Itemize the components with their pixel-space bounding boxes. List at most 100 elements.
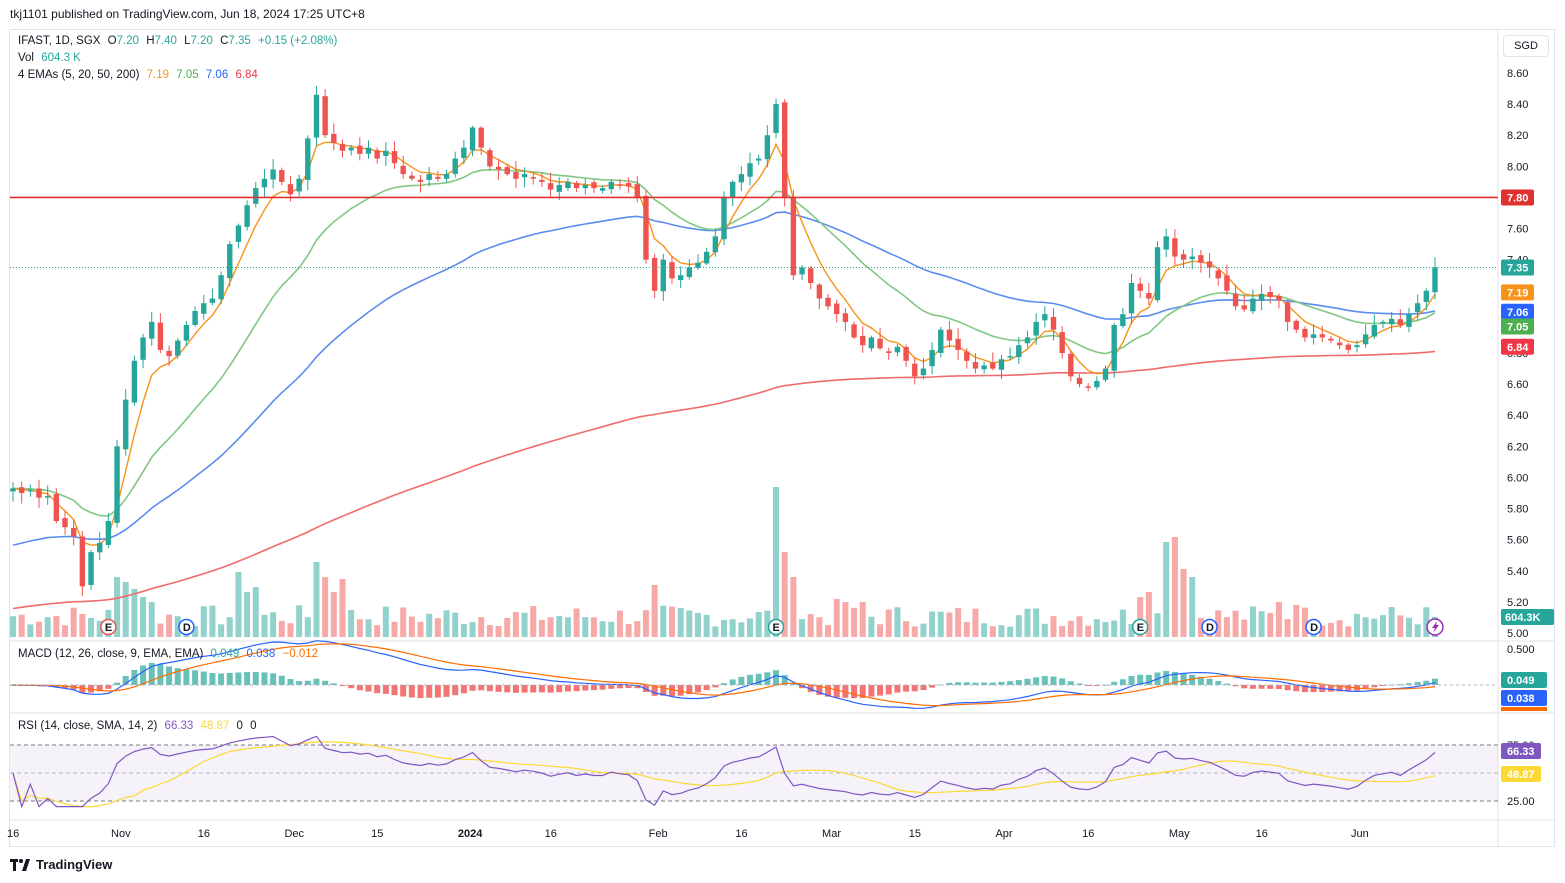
volume-bar [799, 619, 806, 637]
symbol-legend[interactable]: IFAST, 1D, SGX O7.20 H7.40 L7.20 C7.35 +… [18, 35, 341, 47]
volume-bar [981, 623, 988, 637]
macd-histogram-bar [616, 685, 623, 689]
time-tick-label: Jun [1351, 828, 1369, 840]
volume-bar [1137, 597, 1144, 637]
event-marker-D[interactable] [1201, 618, 1218, 636]
volume-bar [1215, 610, 1222, 637]
candle-body [877, 338, 883, 349]
macd-histogram-bar [434, 685, 441, 698]
macd-histogram-bar [1137, 674, 1144, 685]
price-tick-label: 5.00 [1507, 628, 1528, 640]
candle-body [1120, 314, 1126, 327]
time-tick-label: May [1169, 828, 1190, 840]
candle-body [426, 174, 432, 180]
volume-bar [521, 612, 528, 637]
rsi-tick-label: 25.00 [1507, 796, 1535, 808]
volume-bar [235, 572, 242, 637]
candle-body [738, 174, 745, 183]
candle-body [582, 185, 588, 189]
candle-body [175, 340, 181, 356]
volume-bar [1145, 592, 1152, 637]
candle-body [712, 236, 719, 253]
candle-body [781, 102, 788, 198]
macd-histogram-bar [625, 685, 632, 688]
volume-bar [608, 621, 615, 637]
candle-body [1111, 325, 1117, 371]
volume-bar [747, 618, 754, 637]
volume-tag-bg [1501, 609, 1554, 625]
tradingview-logo[interactable]: TradingView [10, 857, 112, 872]
candle-body [816, 284, 823, 299]
candle-body [1094, 381, 1100, 388]
macd-histogram-bar [877, 685, 884, 696]
candle-body [513, 171, 519, 179]
volume-bar [816, 617, 823, 637]
macd-histogram-bar [287, 679, 294, 685]
volume-bar [304, 617, 311, 637]
event-marker-D[interactable] [178, 618, 195, 636]
macd-signal-tag-bg [1501, 690, 1547, 706]
candle-body [287, 184, 294, 195]
price-tag-ema50: 7.06 [1507, 307, 1528, 319]
macd-histogram-bar [417, 685, 424, 699]
volume-bar [1258, 611, 1265, 637]
macd-legend[interactable]: MACD (12, 26, close, 9, EMA, EMA) 0.049 … [18, 648, 322, 660]
ohlc-close: C7.35 [220, 35, 251, 47]
volume-bar [443, 610, 450, 637]
macd-histogram-bar [1050, 676, 1057, 685]
event-marker-E[interactable] [100, 618, 117, 636]
candle-body [1354, 345, 1360, 348]
rsi-legend[interactable]: RSI (14, close, SMA, 14, 2) 66.33 48.87 … [18, 720, 261, 732]
macd-histogram-bar [313, 678, 320, 685]
candle-body [469, 127, 476, 151]
rsi-tag-value: 66.33 [1507, 746, 1535, 758]
volume-bar [36, 621, 43, 637]
macd-histogram-bar [1085, 685, 1092, 686]
macd-histogram-bar [1128, 675, 1135, 685]
event-marker-D[interactable] [1305, 618, 1322, 636]
ema5-value: 7.19 [146, 69, 170, 81]
symbol-name[interactable]: IFAST, 1D, SGX [18, 35, 101, 47]
volume-bar [330, 592, 337, 637]
candle-body [790, 196, 797, 276]
macd-histogram-bar [868, 685, 875, 697]
macd-histogram-bar [1397, 684, 1404, 686]
macd-histogram-bar [79, 685, 86, 693]
volume-bar [1197, 617, 1204, 637]
candle-body [1068, 353, 1074, 377]
event-marker-E[interactable] [767, 618, 785, 636]
candle-body [339, 144, 346, 151]
volume-bar [339, 579, 346, 637]
volume-legend[interactable]: Vol 604.3 K [18, 52, 85, 64]
price-tick-label: 6.00 [1507, 472, 1528, 484]
time-tick-label: 15 [909, 828, 921, 840]
candle-body [97, 542, 103, 553]
volume-bar [1423, 607, 1430, 637]
macd-histogram-bar [452, 685, 459, 696]
macd-histogram-bar [1275, 685, 1282, 689]
macd-histogram-bar [1327, 685, 1334, 692]
price-tag-ema200-bg [1501, 338, 1534, 355]
volume-bar [122, 582, 129, 637]
candle-body [1371, 325, 1378, 337]
macd-histogram-bar [981, 682, 988, 685]
volume-bar [885, 609, 892, 637]
currency-button[interactable]: SGD [1503, 35, 1549, 57]
candle-body [400, 165, 406, 175]
macd-histogram-bar [851, 685, 858, 699]
volume-bar [1067, 620, 1074, 637]
volume-value: 604.3 K [41, 52, 81, 64]
volume-bar [729, 619, 736, 637]
candle-body [1406, 314, 1412, 327]
volume-bar [625, 624, 632, 637]
volume-bar [478, 617, 485, 637]
event-marker-E[interactable] [1131, 618, 1149, 636]
ema-legend[interactable]: 4 EMAs (5, 20, 50, 200) 7.19 7.05 7.06 6… [18, 69, 262, 81]
candle-body [808, 268, 814, 283]
candle-body [201, 303, 207, 314]
candle-body [565, 181, 571, 189]
candle-body [331, 133, 337, 143]
macd-histogram-bar [530, 685, 537, 693]
volume-bar [1033, 608, 1040, 637]
